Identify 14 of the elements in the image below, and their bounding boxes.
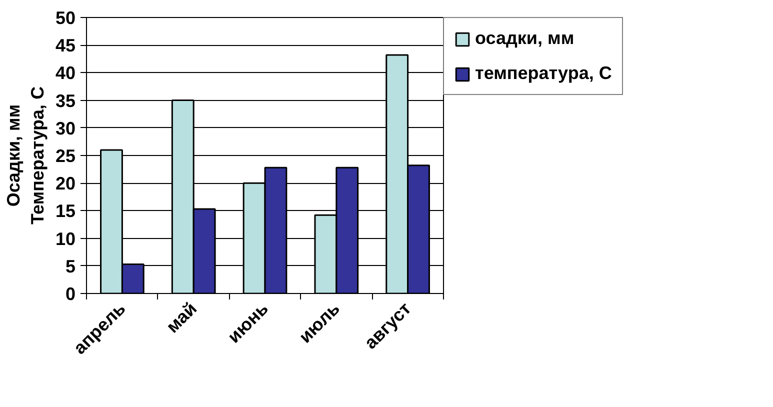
y-tick-label: 50 (55, 8, 76, 28)
y-tick-label: 5 (65, 256, 76, 276)
y-tick-label: 15 (55, 201, 76, 222)
y-tick-label: 30 (55, 118, 76, 138)
y-tick-label: 25 (55, 146, 76, 166)
y-tick-label: 0 (65, 284, 76, 304)
y-tick-label: 45 (55, 36, 76, 56)
legend-label: осадки, мм (475, 28, 574, 49)
y-axis-title: Осадки, мм Температура, С (3, 86, 48, 225)
y-tick-label: 20 (55, 174, 76, 194)
y-tick-label: 35 (55, 90, 76, 111)
y-tick-label: 40 (55, 63, 76, 84)
legend-label: температура, С (475, 63, 612, 84)
y-tick-label: 10 (55, 228, 76, 249)
